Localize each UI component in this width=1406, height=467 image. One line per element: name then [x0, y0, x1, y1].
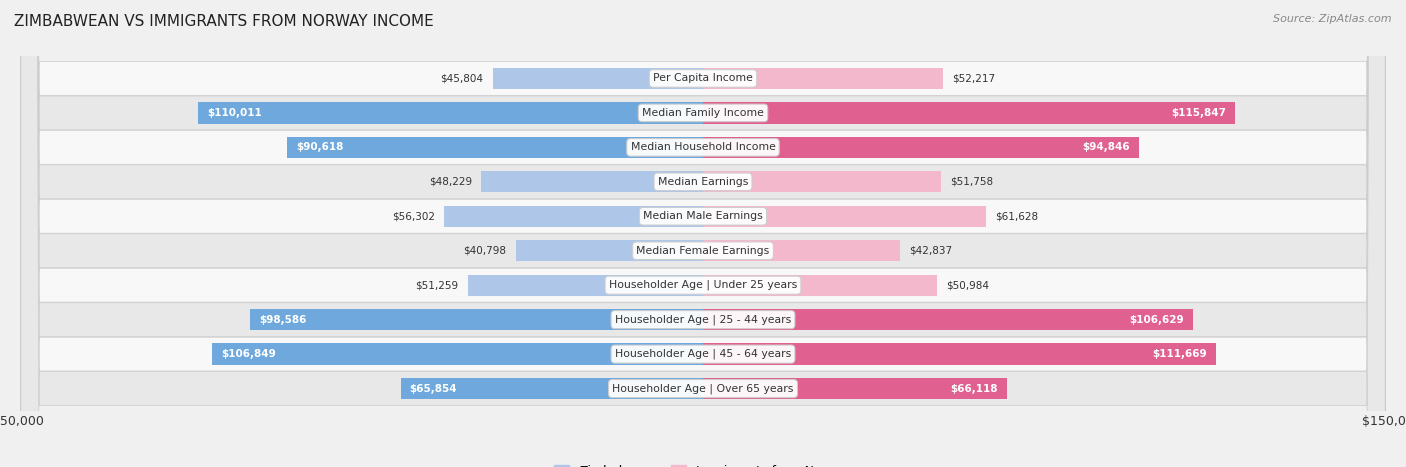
Text: $51,259: $51,259 [415, 280, 458, 290]
Bar [401, 378, 703, 399]
Text: Median Male Earnings: Median Male Earnings [643, 211, 763, 221]
Text: $66,118: $66,118 [950, 383, 997, 394]
Bar [287, 137, 703, 158]
Legend: Zimbabwean, Immigrants from Norway: Zimbabwean, Immigrants from Norway [550, 460, 856, 467]
Text: $98,586: $98,586 [259, 315, 307, 325]
Text: $111,669: $111,669 [1152, 349, 1206, 359]
Bar [198, 102, 703, 124]
Bar [492, 68, 703, 89]
FancyBboxPatch shape [21, 0, 1385, 467]
Text: Householder Age | 45 - 64 years: Householder Age | 45 - 64 years [614, 349, 792, 359]
Text: Householder Age | 25 - 44 years: Householder Age | 25 - 44 years [614, 314, 792, 325]
Bar [516, 240, 703, 262]
Bar [703, 137, 1139, 158]
Text: $90,618: $90,618 [297, 142, 343, 152]
FancyBboxPatch shape [21, 0, 1385, 467]
Text: $106,849: $106,849 [221, 349, 276, 359]
Bar [703, 378, 1007, 399]
Bar [444, 205, 703, 227]
Text: Source: ZipAtlas.com: Source: ZipAtlas.com [1274, 14, 1392, 24]
Bar [703, 171, 941, 192]
Bar [250, 309, 703, 330]
Bar [212, 343, 703, 365]
FancyBboxPatch shape [21, 0, 1385, 467]
Text: $110,011: $110,011 [207, 108, 262, 118]
Text: ZIMBABWEAN VS IMMIGRANTS FROM NORWAY INCOME: ZIMBABWEAN VS IMMIGRANTS FROM NORWAY INC… [14, 14, 434, 29]
Text: $40,798: $40,798 [464, 246, 506, 256]
Bar [703, 205, 986, 227]
Bar [703, 68, 943, 89]
Text: $48,229: $48,229 [429, 177, 472, 187]
Text: $50,984: $50,984 [946, 280, 990, 290]
Text: Median Household Income: Median Household Income [630, 142, 776, 152]
Bar [703, 240, 900, 262]
Bar [468, 275, 703, 296]
Bar [703, 309, 1192, 330]
FancyBboxPatch shape [21, 0, 1385, 467]
FancyBboxPatch shape [21, 0, 1385, 467]
Bar [703, 102, 1234, 124]
FancyBboxPatch shape [21, 0, 1385, 467]
Text: $94,846: $94,846 [1081, 142, 1129, 152]
FancyBboxPatch shape [21, 0, 1385, 467]
Text: $56,302: $56,302 [392, 211, 436, 221]
Text: $115,847: $115,847 [1171, 108, 1226, 118]
Text: $52,217: $52,217 [952, 73, 995, 84]
Bar [703, 343, 1216, 365]
Text: Median Family Income: Median Family Income [643, 108, 763, 118]
Text: $42,837: $42,837 [908, 246, 952, 256]
Text: Per Capita Income: Per Capita Income [652, 73, 754, 84]
Text: Median Earnings: Median Earnings [658, 177, 748, 187]
Bar [481, 171, 703, 192]
FancyBboxPatch shape [21, 0, 1385, 467]
Bar [703, 275, 938, 296]
Text: Householder Age | Over 65 years: Householder Age | Over 65 years [612, 383, 794, 394]
Text: $45,804: $45,804 [440, 73, 484, 84]
FancyBboxPatch shape [21, 0, 1385, 467]
Text: $65,854: $65,854 [409, 383, 457, 394]
FancyBboxPatch shape [21, 0, 1385, 467]
Text: Median Female Earnings: Median Female Earnings [637, 246, 769, 256]
Text: Householder Age | Under 25 years: Householder Age | Under 25 years [609, 280, 797, 290]
Text: $106,629: $106,629 [1129, 315, 1184, 325]
Text: $61,628: $61,628 [995, 211, 1039, 221]
Text: $51,758: $51,758 [950, 177, 993, 187]
